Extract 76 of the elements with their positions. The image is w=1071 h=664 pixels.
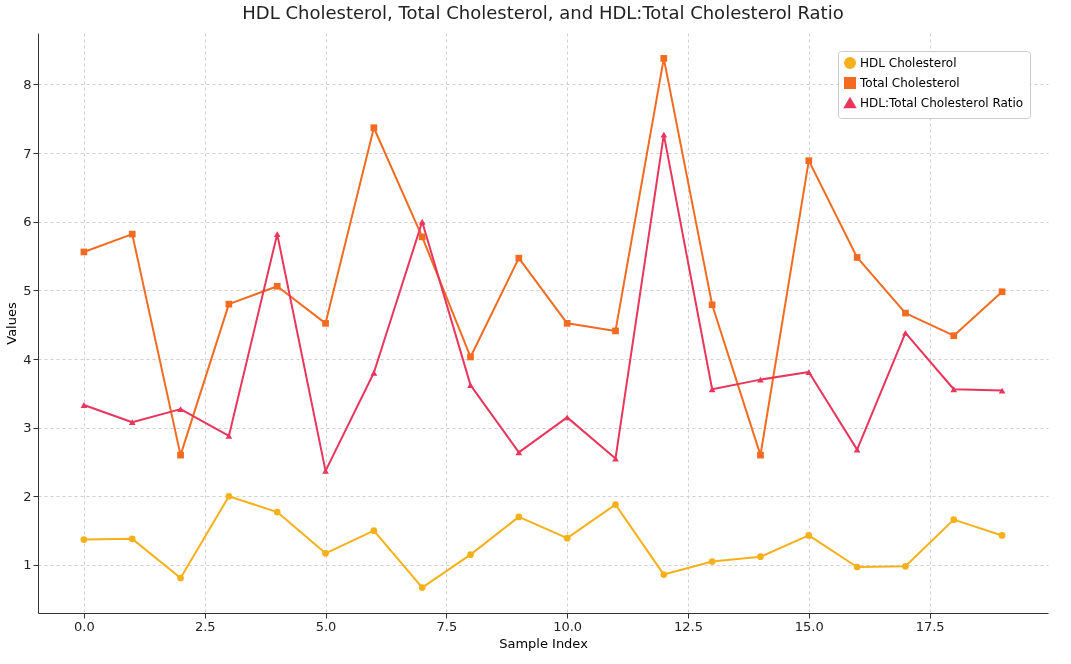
point bbox=[80, 402, 88, 408]
point bbox=[225, 433, 233, 439]
x-tick-label: 10.0 bbox=[553, 618, 583, 634]
point bbox=[757, 376, 764, 383]
point bbox=[902, 330, 909, 336]
point bbox=[370, 124, 378, 132]
point bbox=[515, 449, 523, 456]
x-tick-label: 15.0 bbox=[794, 618, 824, 634]
point bbox=[467, 551, 474, 558]
x-tick-label: 17.5 bbox=[915, 618, 945, 634]
x-tick-label: 0.0 bbox=[74, 618, 95, 634]
y-axis-title: Values bbox=[4, 302, 20, 345]
point bbox=[902, 562, 909, 570]
point bbox=[998, 532, 1006, 539]
point bbox=[950, 516, 958, 523]
point bbox=[708, 386, 716, 393]
point bbox=[370, 527, 378, 534]
y-tick-label: 3 bbox=[23, 420, 32, 436]
point bbox=[128, 419, 136, 426]
point bbox=[418, 218, 426, 225]
point bbox=[660, 55, 668, 62]
point bbox=[322, 468, 329, 474]
point bbox=[612, 501, 619, 508]
point bbox=[805, 157, 813, 165]
x-axis-title: Sample Index bbox=[499, 635, 589, 651]
legend-label: HDL Cholesterol bbox=[860, 56, 957, 70]
x-tick-label: 12.5 bbox=[674, 618, 703, 634]
point bbox=[853, 563, 861, 571]
point bbox=[853, 254, 861, 261]
point bbox=[370, 369, 378, 376]
point bbox=[757, 553, 764, 561]
point bbox=[80, 536, 88, 543]
point bbox=[950, 386, 958, 393]
y-tick-label: 6 bbox=[23, 214, 32, 230]
y-tick-label: 4 bbox=[23, 351, 32, 367]
point bbox=[177, 406, 184, 413]
y-tick-label: 2 bbox=[23, 488, 32, 504]
point bbox=[612, 327, 619, 335]
point bbox=[322, 319, 329, 327]
y-tick-label: 5 bbox=[23, 282, 32, 298]
x-tick-label: 7.5 bbox=[436, 618, 458, 634]
y-tick-label: 7 bbox=[23, 145, 32, 161]
point bbox=[177, 451, 184, 459]
point bbox=[418, 584, 426, 591]
point bbox=[950, 332, 958, 340]
point bbox=[805, 369, 813, 375]
point bbox=[128, 535, 136, 543]
point bbox=[467, 382, 474, 389]
point bbox=[467, 353, 474, 361]
point bbox=[708, 301, 716, 309]
point bbox=[225, 492, 233, 500]
point bbox=[902, 309, 909, 317]
chart-title: HDL Cholesterol, Total Cholesterol, and HDL:Total Cholesterol Ratio bbox=[242, 2, 844, 23]
point bbox=[322, 549, 329, 557]
x-tick-label: 2.5 bbox=[194, 618, 216, 634]
point bbox=[998, 387, 1006, 394]
point bbox=[273, 282, 281, 290]
point bbox=[273, 231, 281, 238]
point bbox=[563, 319, 571, 327]
point bbox=[515, 254, 523, 262]
y-tick-label: 1 bbox=[23, 557, 32, 573]
point bbox=[998, 288, 1006, 296]
point bbox=[273, 508, 281, 516]
point bbox=[515, 513, 523, 521]
point bbox=[563, 534, 571, 542]
point bbox=[418, 233, 426, 241]
point bbox=[757, 451, 764, 459]
legend-label: HDL:Total Cholesterol Ratio bbox=[860, 96, 1024, 110]
point bbox=[128, 230, 136, 238]
point bbox=[708, 558, 716, 565]
x-tick-label: 5.0 bbox=[315, 618, 337, 634]
y-tick-label: 8 bbox=[23, 76, 32, 92]
point bbox=[177, 574, 184, 582]
point bbox=[805, 532, 813, 539]
point bbox=[660, 571, 668, 578]
legend-label: Total Cholesterol bbox=[859, 76, 960, 90]
